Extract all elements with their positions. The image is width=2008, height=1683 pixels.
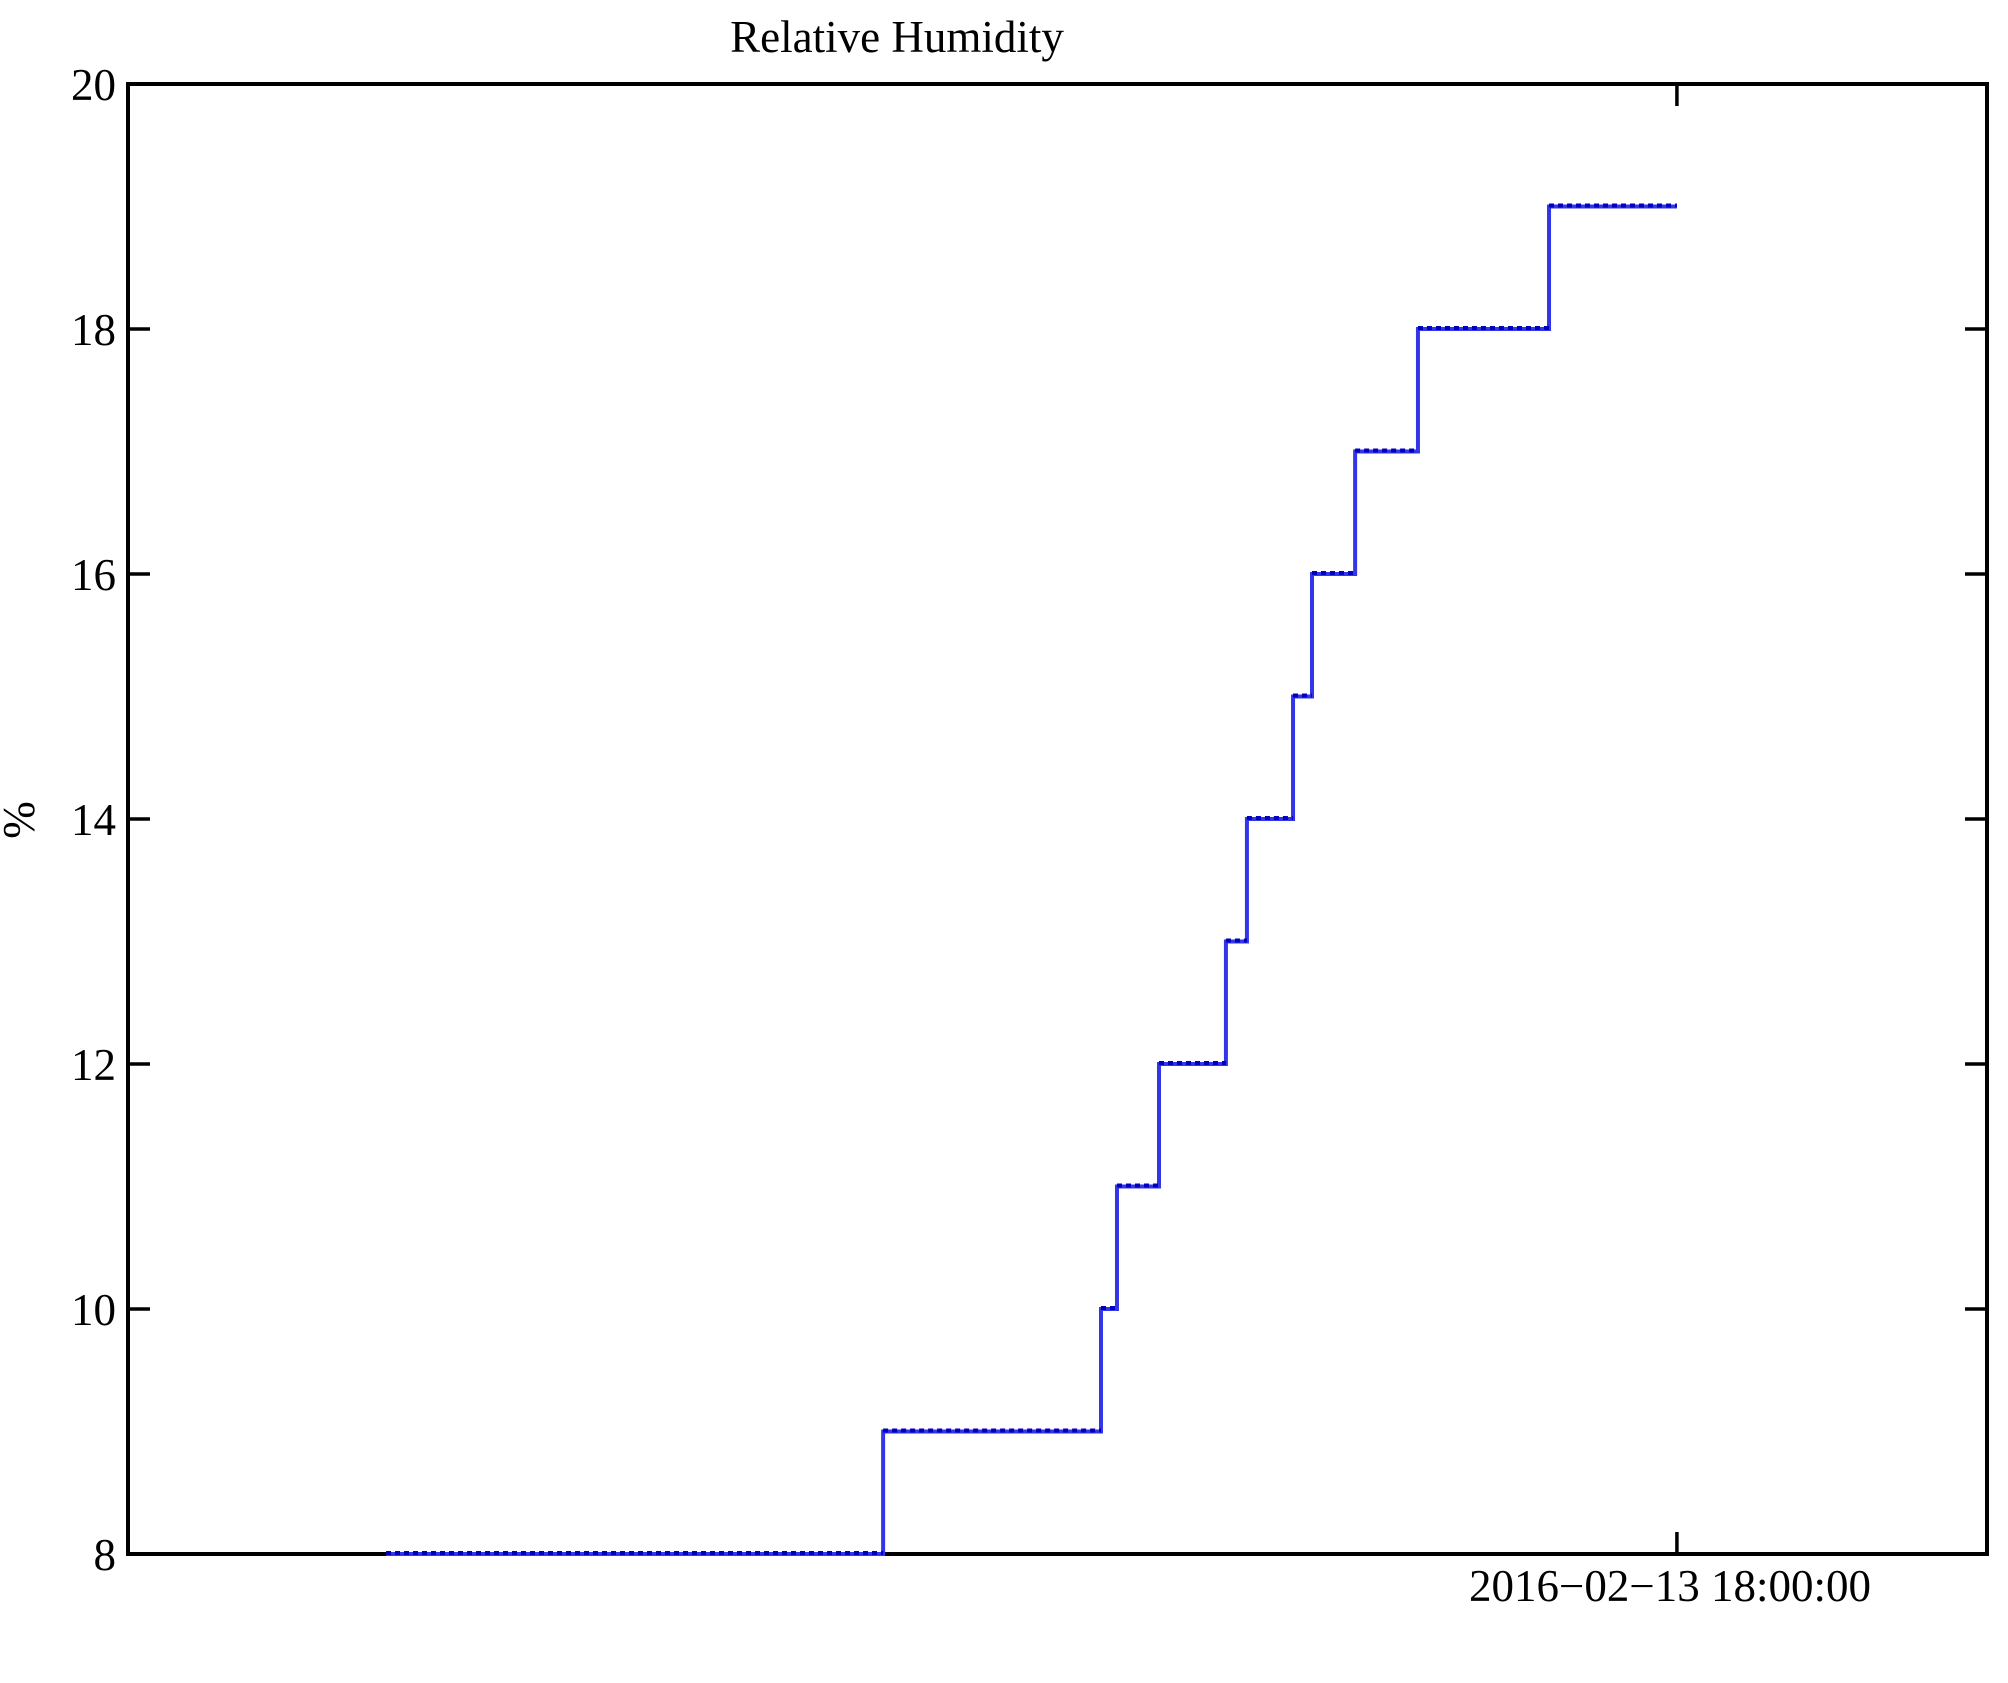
y-tick-label: 10 [71,1285,116,1335]
y-tick-label: 16 [71,550,116,600]
y-tick-label: 20 [71,60,116,110]
y-tick-label: 8 [94,1530,117,1580]
y-tick-label: 12 [71,1040,116,1090]
x-tick-label: 2016−02−13 18:00:00 [1469,1561,1871,1611]
humidity-step-line [386,203,1677,1556]
step-line-path [386,204,1677,1556]
y-tick-label: 18 [71,305,116,355]
y-tick-label: 14 [71,795,116,845]
plot-border [126,82,1989,1556]
y-axis-label: % [0,801,44,839]
axis-ticks [128,84,1987,1554]
y-tick-labels: 8 10 12 14 16 18 20 [71,60,116,1580]
chart-title: Relative Humidity [730,12,1064,62]
